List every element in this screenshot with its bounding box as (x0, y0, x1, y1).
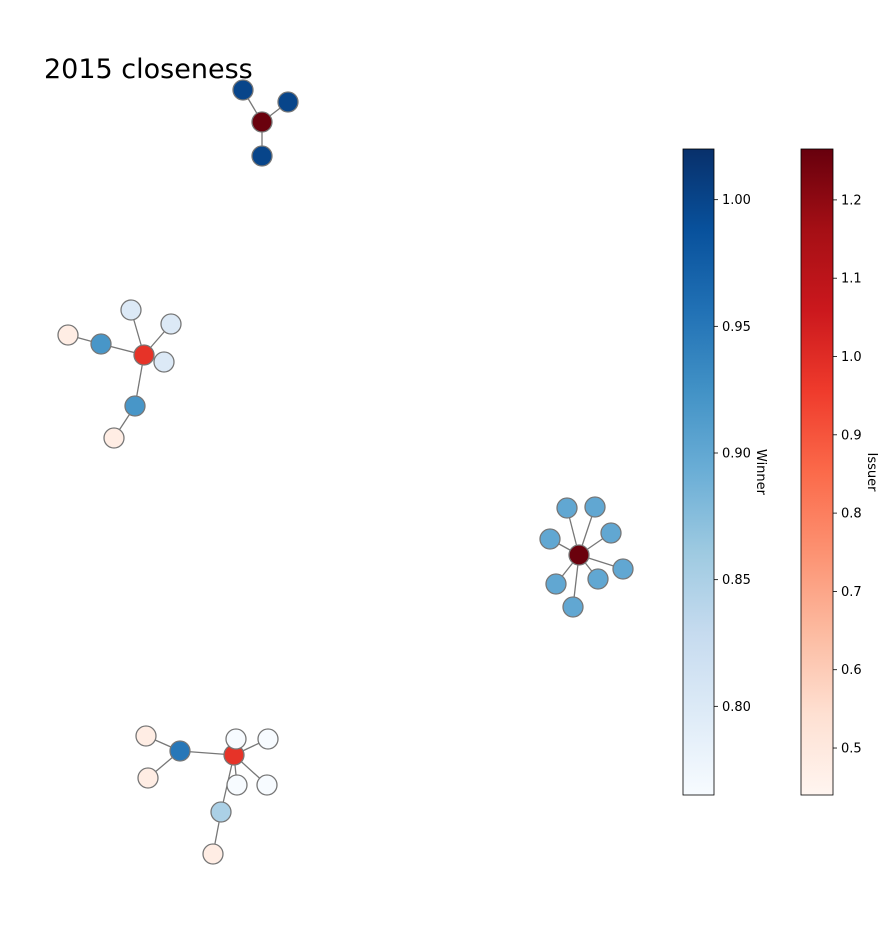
issuer-node (103, 427, 125, 449)
winner-node (277, 91, 299, 113)
chart-title: 2015 closeness (44, 54, 253, 85)
winner-node (160, 313, 182, 335)
winner-node (90, 333, 112, 355)
winner-node (232, 79, 254, 101)
winner-node (612, 558, 634, 580)
winner-node (153, 351, 175, 373)
winner-node (124, 395, 146, 417)
winner-node (587, 568, 609, 590)
winner-colorbar-gradient (682, 148, 715, 796)
winner-tick-label: 0.90 (722, 447, 751, 462)
winner-node (600, 522, 622, 544)
winner-node (257, 728, 279, 750)
winner-node (210, 801, 232, 823)
issuer-colorbar-label: Issuer (864, 453, 879, 493)
issuer-hub-node (568, 544, 590, 566)
winner-tick-label: 0.95 (722, 320, 751, 335)
winner-node (226, 774, 248, 796)
issuer-tick-label: 0.5 (841, 742, 862, 757)
issuer-hub-node (133, 344, 155, 366)
issuer-tick-label: 0.9 (841, 428, 862, 443)
issuer-tick-label: 1.2 (841, 193, 862, 208)
winner-node (556, 497, 578, 519)
winner-node (584, 496, 606, 518)
winner-tick-label: 0.80 (722, 700, 751, 715)
winner-node (545, 573, 567, 595)
winner-tick-label: 1.00 (722, 193, 751, 208)
issuer-node (202, 843, 224, 865)
winner-colorbar-ticks: 0.80 0.85 0.90 0.95 1.00 (714, 193, 751, 715)
issuer-node (137, 767, 159, 789)
issuer-colorbar-gradient (800, 148, 834, 796)
nodes-layer (57, 79, 634, 865)
issuer-node (135, 725, 157, 747)
issuer-colorbar: 0.5 0.6 0.7 0.8 0.9 1.0 1.1 1.2 Issuer (800, 148, 879, 796)
winner-node (539, 528, 561, 550)
winner-node (251, 145, 273, 167)
winner-colorbar: 0.80 0.85 0.90 0.95 1.00 Winner (682, 148, 768, 796)
issuer-colorbar-ticks: 0.5 0.6 0.7 0.8 0.9 1.0 1.1 1.2 (833, 193, 862, 757)
issuer-tick-label: 0.8 (841, 507, 862, 522)
issuer-tick-label: 0.6 (841, 663, 862, 678)
winner-tick-label: 0.85 (722, 573, 751, 588)
issuer-tick-label: 1.1 (841, 272, 862, 287)
winner-node (562, 596, 584, 618)
winner-node (120, 299, 142, 321)
issuer-tick-label: 0.7 (841, 585, 862, 600)
winner-node (225, 728, 247, 750)
issuer-node (57, 324, 79, 346)
winner-node (256, 774, 278, 796)
winner-colorbar-label: Winner (753, 449, 768, 496)
issuer-tick-label: 1.0 (841, 350, 862, 365)
issuer-hub-node (251, 111, 273, 133)
winner-node (169, 740, 191, 762)
